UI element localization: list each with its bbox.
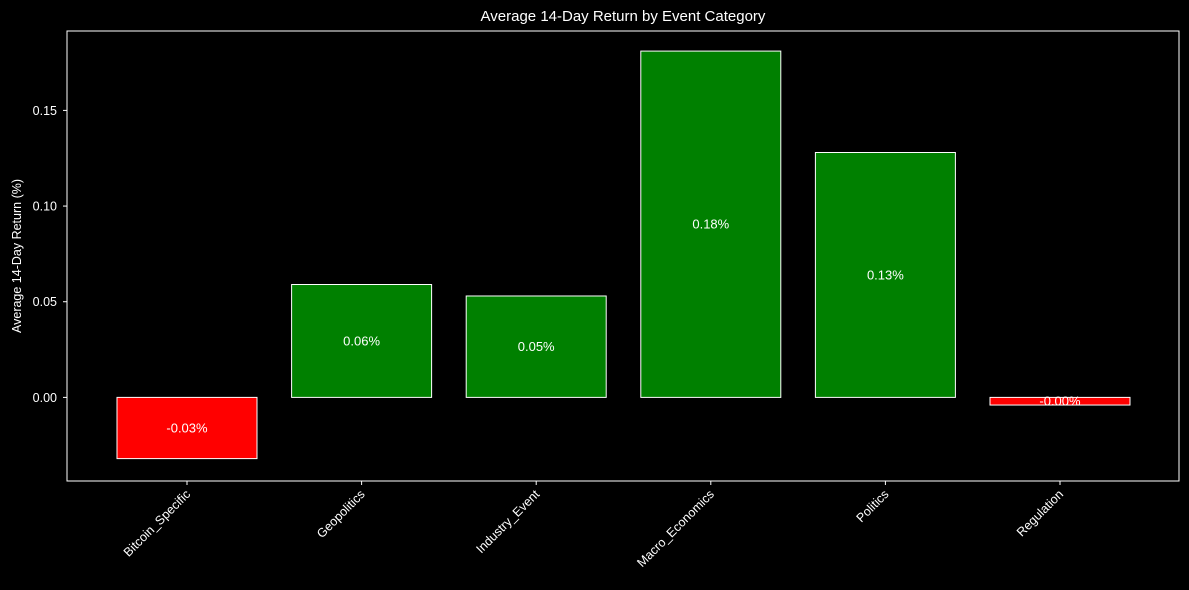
bar-data-label: -0.03% (166, 421, 208, 436)
bar-data-label: 0.05% (518, 339, 555, 354)
y-axis: 0.00 0.05 0.10 0.15 (33, 104, 67, 405)
bar-politics (814, 151, 956, 398)
y-tick-label: 0.10 (33, 200, 57, 214)
y-tick-label: 0.00 (33, 391, 57, 405)
bar-regulation (989, 396, 1131, 406)
bar-data-label: -0.00% (1039, 394, 1081, 409)
bar-geopolitics (291, 284, 433, 398)
bar-data-label: 0.13% (867, 267, 904, 282)
x-tick-label: Regulation (1014, 487, 1066, 539)
bar-data-label: 0.18% (692, 217, 729, 232)
bar-industry-event (465, 295, 607, 398)
bars: -0.03% 0.06% 0.05% 0.18% 0.13% -0.00% (116, 50, 1131, 460)
x-tick-label: Geopolitics (314, 487, 368, 541)
bar-bitcoin-specific (116, 396, 258, 460)
bar-macro-economics (640, 50, 782, 398)
x-tick-label: Macro_Economics (634, 487, 717, 570)
x-tick-label: Bitcoin_Specific (121, 487, 193, 559)
chart-title: Average 14-Day Return by Event Category (481, 8, 766, 25)
x-tick-label: Industry_Event (473, 487, 542, 556)
y-tick-label: 0.05 (33, 295, 57, 309)
x-tick-label: Politics (854, 487, 892, 525)
y-tick-label: 0.15 (33, 104, 57, 118)
x-axis: Bitcoin_Specific Geopolitics Industry_Even… (121, 481, 1066, 570)
bar-data-label: 0.06% (343, 333, 380, 348)
plot-frame (66, 30, 1180, 482)
y-axis-label: Average 14-Day Return (%) (10, 179, 24, 333)
